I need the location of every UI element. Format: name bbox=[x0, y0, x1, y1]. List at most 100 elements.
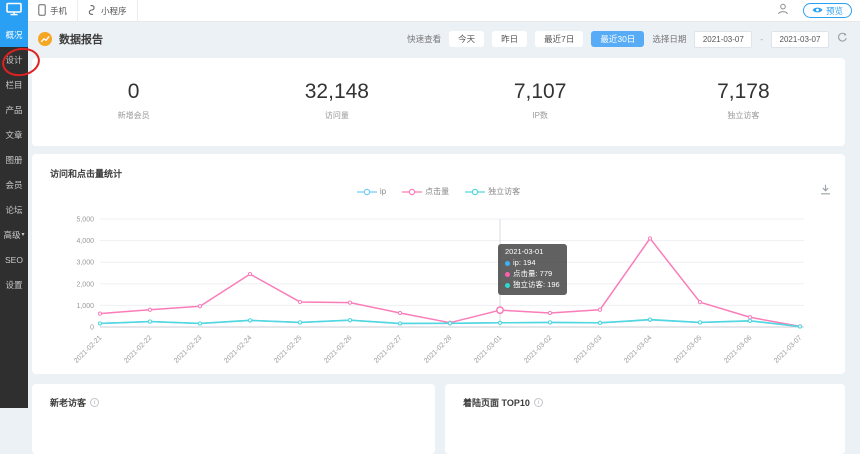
tab-mobile[interactable]: 手机 bbox=[28, 0, 79, 21]
tooltip-row-点击量: 点击量: 779 bbox=[505, 269, 560, 280]
tooltip-date: 2021-03-01 bbox=[505, 247, 544, 256]
chevron-down-icon: ▾ bbox=[21, 232, 25, 238]
stat-IP数: 7,107 IP数 bbox=[439, 58, 642, 146]
sidebar-item-论坛[interactable]: 论坛 bbox=[5, 204, 23, 215]
date-to-input[interactable]: 2021-03-07 bbox=[771, 30, 829, 48]
data-point bbox=[347, 317, 353, 323]
info-icon[interactable]: i bbox=[90, 398, 100, 407]
x-axis-tick: 2021-03-07 bbox=[773, 334, 803, 364]
sidebar-item-图册[interactable]: 图册 bbox=[5, 154, 23, 165]
sidebar: 概况设计栏目产品文章图册会员论坛高级 ▾ SEO 设置 bbox=[0, 0, 28, 408]
legend-item-独立访客[interactable]: 独立访客 bbox=[465, 186, 520, 197]
legend-item-ip[interactable]: ip bbox=[356, 186, 386, 197]
miniprogram-icon bbox=[88, 4, 97, 18]
report-header: 数据报告 快速查看 今天 昨日 最近7日 最近30日 选择日期 2021-03-07 … bbox=[28, 22, 860, 56]
info-icon[interactable]: i bbox=[533, 398, 543, 407]
sidebar-item-SEO[interactable]: SEO bbox=[5, 254, 23, 265]
quick-button-今天[interactable]: 今天 bbox=[449, 31, 485, 47]
tooltip-row-ip: ip: 194 bbox=[505, 258, 560, 269]
y-axis-tick: 2,000 bbox=[76, 281, 94, 288]
data-point bbox=[797, 324, 803, 329]
data-point bbox=[547, 320, 553, 325]
data-point bbox=[197, 304, 203, 309]
y-axis-tick: 1,000 bbox=[76, 303, 94, 310]
data-point bbox=[247, 318, 253, 323]
series-dot-icon bbox=[505, 271, 510, 277]
refresh-icon[interactable] bbox=[837, 30, 848, 48]
x-axis-tick: 2021-02-26 bbox=[323, 334, 353, 364]
quick-view-label: 快速查看 bbox=[407, 34, 442, 44]
sidebar-item-会员[interactable]: 会员 bbox=[5, 179, 23, 190]
quick-button-最近7日[interactable]: 最近7日 bbox=[535, 31, 584, 47]
topbar: 手机 小程序 预览 bbox=[28, 0, 860, 22]
sidebar-item-设计[interactable]: 设计 bbox=[5, 54, 23, 65]
stat-value: 0 bbox=[127, 80, 140, 103]
x-axis-tick: 2021-02-22 bbox=[123, 334, 153, 364]
legend-marker-icon bbox=[465, 188, 486, 195]
x-axis-tick: 2021-02-27 bbox=[373, 334, 403, 364]
visits-clicks-chart-card: 访问和点击量统计 ip 点击量 独立访客 0 1,000 2,000 3,000 4,000… bbox=[32, 154, 845, 374]
data-point bbox=[247, 271, 253, 277]
data-point bbox=[597, 320, 603, 325]
phone-icon bbox=[38, 3, 46, 18]
hovered-data-point bbox=[496, 306, 504, 315]
chart-tooltip: 2021-03-01 ip: 194 点击量: 779 独立访客: 196 bbox=[498, 244, 567, 295]
data-point bbox=[397, 321, 403, 326]
sidebar-item-栏目[interactable]: 栏目 bbox=[5, 79, 23, 90]
date-select-label: 选择日期 bbox=[652, 34, 687, 44]
data-point bbox=[647, 236, 653, 241]
x-axis-tick: 2021-03-02 bbox=[523, 334, 553, 364]
stat-label: 独立访客 bbox=[727, 111, 760, 120]
sidebar-item-设置[interactable]: 设置 bbox=[5, 279, 23, 290]
line-chart-plot[interactable]: 0 1,000 2,000 3,000 4,000 5,000 2021-02-21 2021… bbox=[32, 198, 845, 374]
stat-访问量: 32,148 访问量 bbox=[235, 58, 438, 146]
x-axis-tick: 2021-02-21 bbox=[73, 334, 103, 364]
data-point bbox=[597, 307, 603, 312]
sidebar-menu: 概况设计栏目产品文章图册会员论坛高级 ▾ SEO 设置 bbox=[0, 22, 28, 297]
stat-label: 新增会员 bbox=[117, 111, 150, 120]
series-dot-icon bbox=[505, 260, 510, 266]
tab-miniprogram-label: 小程序 bbox=[101, 5, 127, 16]
sidebar-item-高级[interactable]: 高级 ▾ bbox=[3, 229, 25, 240]
legend-marker-icon bbox=[402, 188, 423, 195]
chart-legend: ip 点击量 独立访客 bbox=[32, 186, 845, 197]
data-point bbox=[147, 319, 153, 324]
data-point bbox=[97, 321, 103, 326]
user-icon[interactable] bbox=[777, 2, 789, 20]
data-point bbox=[697, 320, 703, 325]
x-axis-tick: 2021-02-25 bbox=[273, 334, 303, 364]
stat-新增会员: 0 新增会员 bbox=[32, 58, 235, 146]
data-point bbox=[347, 300, 353, 305]
quick-view-buttons: 今天 昨日 最近7日 最近30日 bbox=[449, 31, 645, 47]
sidebar-item-概况[interactable]: 概况 bbox=[0, 22, 28, 47]
y-axis-tick: 5,000 bbox=[76, 217, 94, 224]
tooltip-row-独立访客: 独立访客: 196 bbox=[505, 280, 560, 291]
y-axis-tick: 0 bbox=[90, 325, 94, 332]
stat-label: 访问量 bbox=[324, 111, 349, 120]
data-point bbox=[297, 299, 303, 305]
data-point bbox=[547, 310, 553, 316]
quick-button-最近30日[interactable]: 最近30日 bbox=[591, 31, 645, 47]
data-point bbox=[647, 317, 653, 322]
series-line-点击量 bbox=[99, 237, 801, 328]
data-point bbox=[97, 311, 103, 316]
x-axis-tick: 2021-03-04 bbox=[623, 334, 653, 364]
download-icon[interactable] bbox=[820, 182, 831, 200]
sidebar-item-产品[interactable]: 产品 bbox=[5, 104, 23, 115]
stat-value: 7,178 bbox=[717, 80, 770, 103]
x-axis-tick: 2021-02-23 bbox=[173, 334, 203, 364]
new-old-visitors-card: 新老访客 i bbox=[32, 384, 435, 454]
landing-pages-top10-card: 着陆页面 TOP10 i bbox=[445, 384, 845, 454]
data-point bbox=[197, 321, 203, 326]
y-axis-tick: 3,000 bbox=[76, 260, 94, 267]
new-old-visitors-title: 新老访客 i bbox=[50, 396, 100, 409]
stat-label: IP数 bbox=[532, 111, 548, 120]
sidebar-item-文章[interactable]: 文章 bbox=[5, 129, 23, 140]
legend-item-点击量[interactable]: 点击量 bbox=[402, 186, 449, 197]
quick-button-昨日[interactable]: 昨日 bbox=[492, 31, 528, 47]
preview-button[interactable]: 预览 bbox=[802, 3, 852, 18]
date-from-input[interactable]: 2021-03-07 bbox=[694, 30, 753, 48]
app-logo[interactable] bbox=[0, 0, 28, 22]
tab-miniprogram[interactable]: 小程序 bbox=[78, 0, 138, 21]
data-point bbox=[747, 318, 753, 323]
